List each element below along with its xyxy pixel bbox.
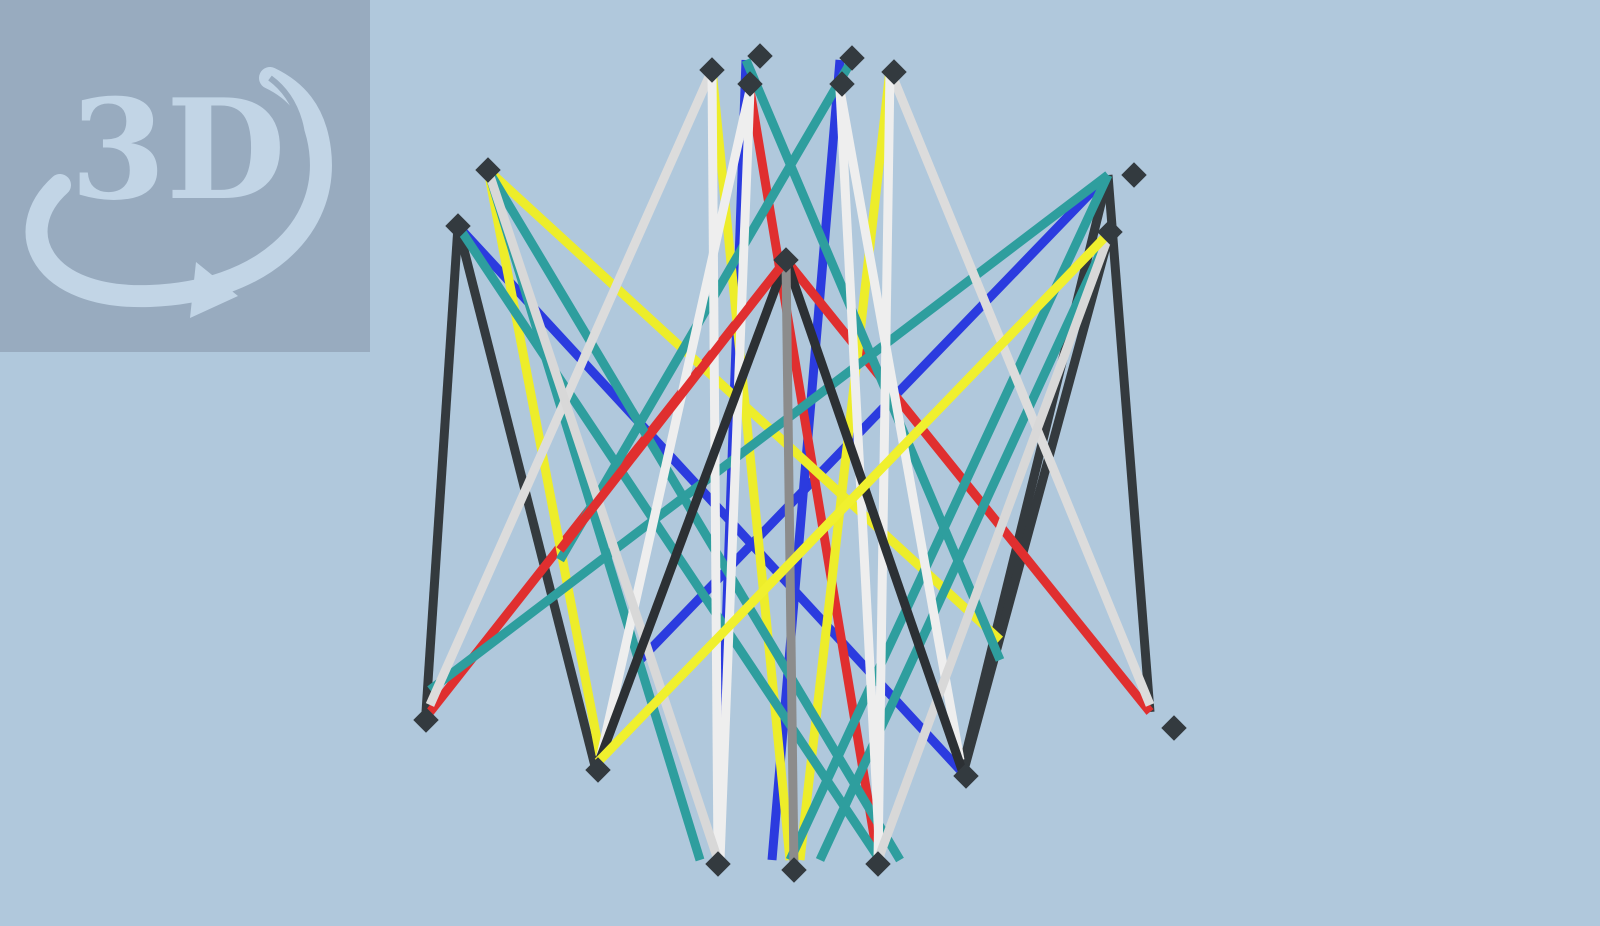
node-6 — [475, 157, 501, 183]
rotate-3d-icon: 3D — [25, 67, 332, 318]
node-3 — [881, 59, 907, 85]
strut-33 — [483, 168, 723, 862]
node-7 — [445, 213, 471, 239]
3d-mode-badge[interactable]: 3D — [0, 0, 370, 352]
node-11 — [413, 707, 439, 733]
node-17 — [865, 851, 891, 877]
strut-0 — [421, 225, 463, 713]
badge-label: 3D — [70, 68, 286, 231]
strut-20 — [427, 171, 1111, 694]
node-group — [413, 43, 1187, 883]
strut-28 — [835, 89, 965, 761]
node-2 — [839, 45, 865, 71]
node-4 — [737, 71, 763, 97]
strut-38 — [556, 257, 790, 553]
strut-22 — [454, 223, 884, 863]
strut-26 — [885, 68, 1155, 707]
strut-1 — [453, 224, 601, 772]
node-15 — [705, 851, 731, 877]
strut-30 — [595, 89, 755, 761]
strut-21 — [815, 230, 1115, 862]
strut-2 — [1103, 174, 1155, 713]
strut-39 — [594, 228, 1114, 766]
strut-23 — [741, 58, 1005, 662]
strut-25 — [425, 68, 717, 707]
node-12 — [585, 757, 611, 783]
strut-31 — [707, 69, 723, 861]
strut-24 — [556, 57, 856, 563]
strut-27 — [715, 89, 755, 861]
strut-12 — [483, 169, 605, 756]
node-10 — [773, 247, 799, 273]
strut-group — [421, 57, 1155, 871]
strut-4 — [959, 230, 1115, 772]
node-14 — [1161, 715, 1187, 741]
strut-16 — [795, 69, 895, 861]
node-1 — [747, 43, 773, 69]
node-5 — [829, 71, 855, 97]
strut-34 — [873, 230, 1115, 862]
node-0 — [699, 57, 725, 83]
strut-35 — [591, 258, 791, 772]
node-16 — [781, 857, 807, 883]
node-8 — [1121, 162, 1147, 188]
node-13 — [953, 763, 979, 789]
strut-36 — [781, 258, 967, 772]
